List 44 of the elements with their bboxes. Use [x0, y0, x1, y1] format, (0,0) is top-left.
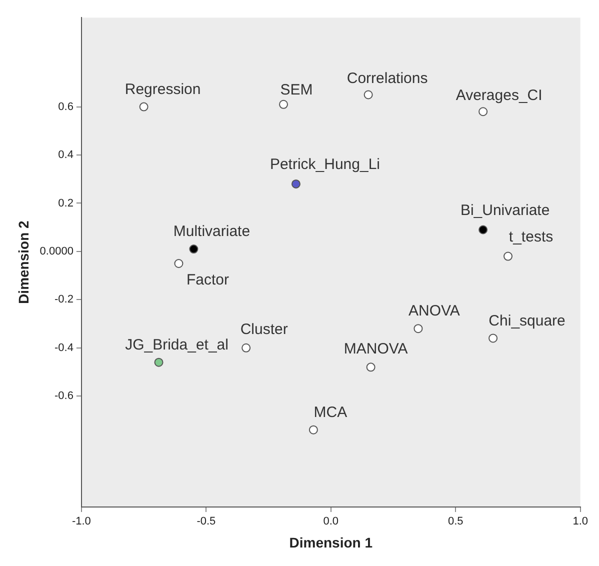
data-label: ANOVA: [408, 302, 460, 320]
x-tick-label: 0.0: [323, 516, 339, 528]
data-label: Factor: [186, 272, 229, 289]
point: [364, 90, 373, 100]
data-label: Bi_Univariate: [460, 202, 550, 219]
point: [504, 252, 513, 261]
point: [478, 107, 488, 116]
point: [291, 179, 300, 188]
y-tick-label: 0.4: [58, 149, 74, 162]
x-axis-title: Dimension 1: [289, 534, 373, 550]
data-label: MCA: [314, 404, 348, 421]
data-label: Averages_CI: [456, 86, 542, 104]
data-label: MANOVA: [344, 340, 408, 358]
point: [154, 358, 164, 367]
point: [366, 362, 376, 372]
x-tick-label: -1.0: [72, 516, 91, 528]
data-label: SEM: [280, 82, 313, 99]
y-tick-label: 0.2: [58, 197, 74, 210]
data-label: Chi_square: [488, 312, 566, 330]
data-label: JG_Brida_et_al: [125, 336, 228, 354]
y-tick-label: -0.6: [54, 390, 74, 402]
data-label: t_tests: [508, 228, 554, 246]
point: [478, 225, 488, 234]
y-axis-title: Dimension 2: [15, 220, 32, 304]
y-tick-label: 0.0000: [40, 245, 74, 258]
point: [189, 244, 198, 254]
point: [414, 324, 423, 334]
x-tick-label: 0.5: [448, 516, 464, 528]
y-tick-label: -0.4: [54, 342, 74, 354]
data-label: Cluster: [240, 321, 288, 338]
y-tick-label: -0.2: [54, 294, 74, 306]
point: [488, 334, 498, 343]
point: [242, 343, 251, 352]
data-label: Multivariate: [173, 223, 250, 240]
point: [279, 100, 288, 109]
point: [308, 425, 318, 434]
point: [174, 259, 184, 268]
data-label: Correlations: [346, 70, 428, 87]
x-tick-label: -0.5: [196, 516, 216, 528]
data-label: Petrick_Hung_Li: [270, 156, 380, 174]
data-label: Regression: [124, 80, 201, 98]
point: [139, 102, 148, 112]
y-tick-label: 0.6: [58, 100, 74, 113]
x-tick-label: 1.0: [572, 516, 588, 528]
